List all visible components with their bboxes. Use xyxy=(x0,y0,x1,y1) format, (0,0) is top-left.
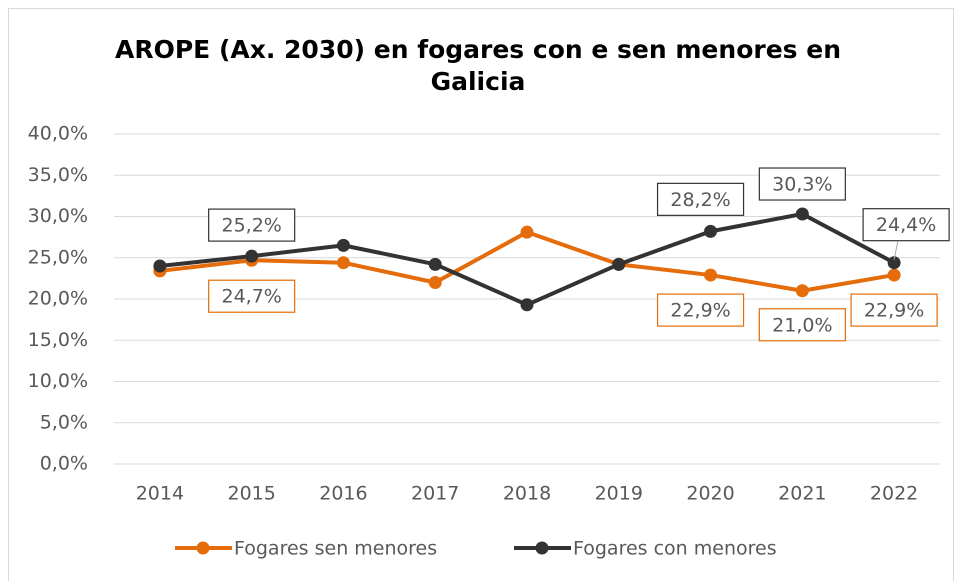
legend-marker xyxy=(535,541,549,555)
y-tick-label: 30,0% xyxy=(28,205,88,227)
y-tick-label: 25,0% xyxy=(28,246,88,268)
data-label-box xyxy=(208,208,296,242)
x-tick-label: 2017 xyxy=(411,483,459,505)
marker xyxy=(520,225,534,239)
x-tick-label: 2020 xyxy=(686,483,734,505)
data-label: 22,9% xyxy=(864,300,924,322)
x-tick-label: 2016 xyxy=(319,483,367,505)
x-tick-label: 2015 xyxy=(227,483,275,505)
x-tick-label: 2019 xyxy=(595,483,643,505)
legend-label: Fogares con menores xyxy=(573,538,777,560)
marker xyxy=(795,207,809,221)
data-label-box xyxy=(208,279,296,313)
y-tick-label: 0,0% xyxy=(40,453,88,475)
marker xyxy=(704,224,718,238)
x-tick-label: 2022 xyxy=(870,483,918,505)
data-label: 24,7% xyxy=(221,286,281,308)
chart-border xyxy=(8,8,954,581)
data-label-box xyxy=(656,182,745,216)
marker xyxy=(153,259,167,273)
marker xyxy=(428,257,442,271)
y-tick-label: 5,0% xyxy=(40,411,88,433)
marker xyxy=(336,238,350,252)
y-tick-label: 10,0% xyxy=(28,370,88,392)
marker xyxy=(612,257,626,271)
data-label: 22,9% xyxy=(670,300,730,322)
leader-line xyxy=(893,239,899,260)
legend-label: Fogares sen menores xyxy=(234,538,437,560)
y-tick-label: 35,0% xyxy=(28,164,88,186)
data-label: 28,2% xyxy=(670,189,730,211)
marker xyxy=(428,276,442,289)
marker xyxy=(795,284,809,298)
y-tick-label: 40,0% xyxy=(28,123,88,145)
x-tick-label: 2014 xyxy=(136,483,184,505)
data-label: 30,3% xyxy=(772,174,832,196)
data-label: 21,0% xyxy=(772,314,832,336)
marker xyxy=(887,268,901,282)
data-label: 24,4% xyxy=(876,214,936,236)
x-tick-label: 2021 xyxy=(778,483,826,505)
marker xyxy=(245,249,259,263)
marker xyxy=(336,256,350,270)
data-label-box xyxy=(862,208,950,242)
marker xyxy=(704,268,718,282)
data-label-box xyxy=(758,308,846,342)
marker xyxy=(887,256,901,270)
data-label-box xyxy=(758,167,846,201)
data-label: 25,2% xyxy=(221,215,281,237)
y-tick-label: 15,0% xyxy=(28,329,88,351)
data-label-box xyxy=(850,293,938,327)
x-tick-label: 2018 xyxy=(503,483,551,505)
legend-marker xyxy=(196,541,210,555)
marker xyxy=(520,298,534,312)
data-label-box xyxy=(656,293,745,327)
chart-title: AROPE (Ax. 2030) en fogares con e sen me… xyxy=(114,35,841,96)
y-tick-label: 20,0% xyxy=(28,288,88,310)
